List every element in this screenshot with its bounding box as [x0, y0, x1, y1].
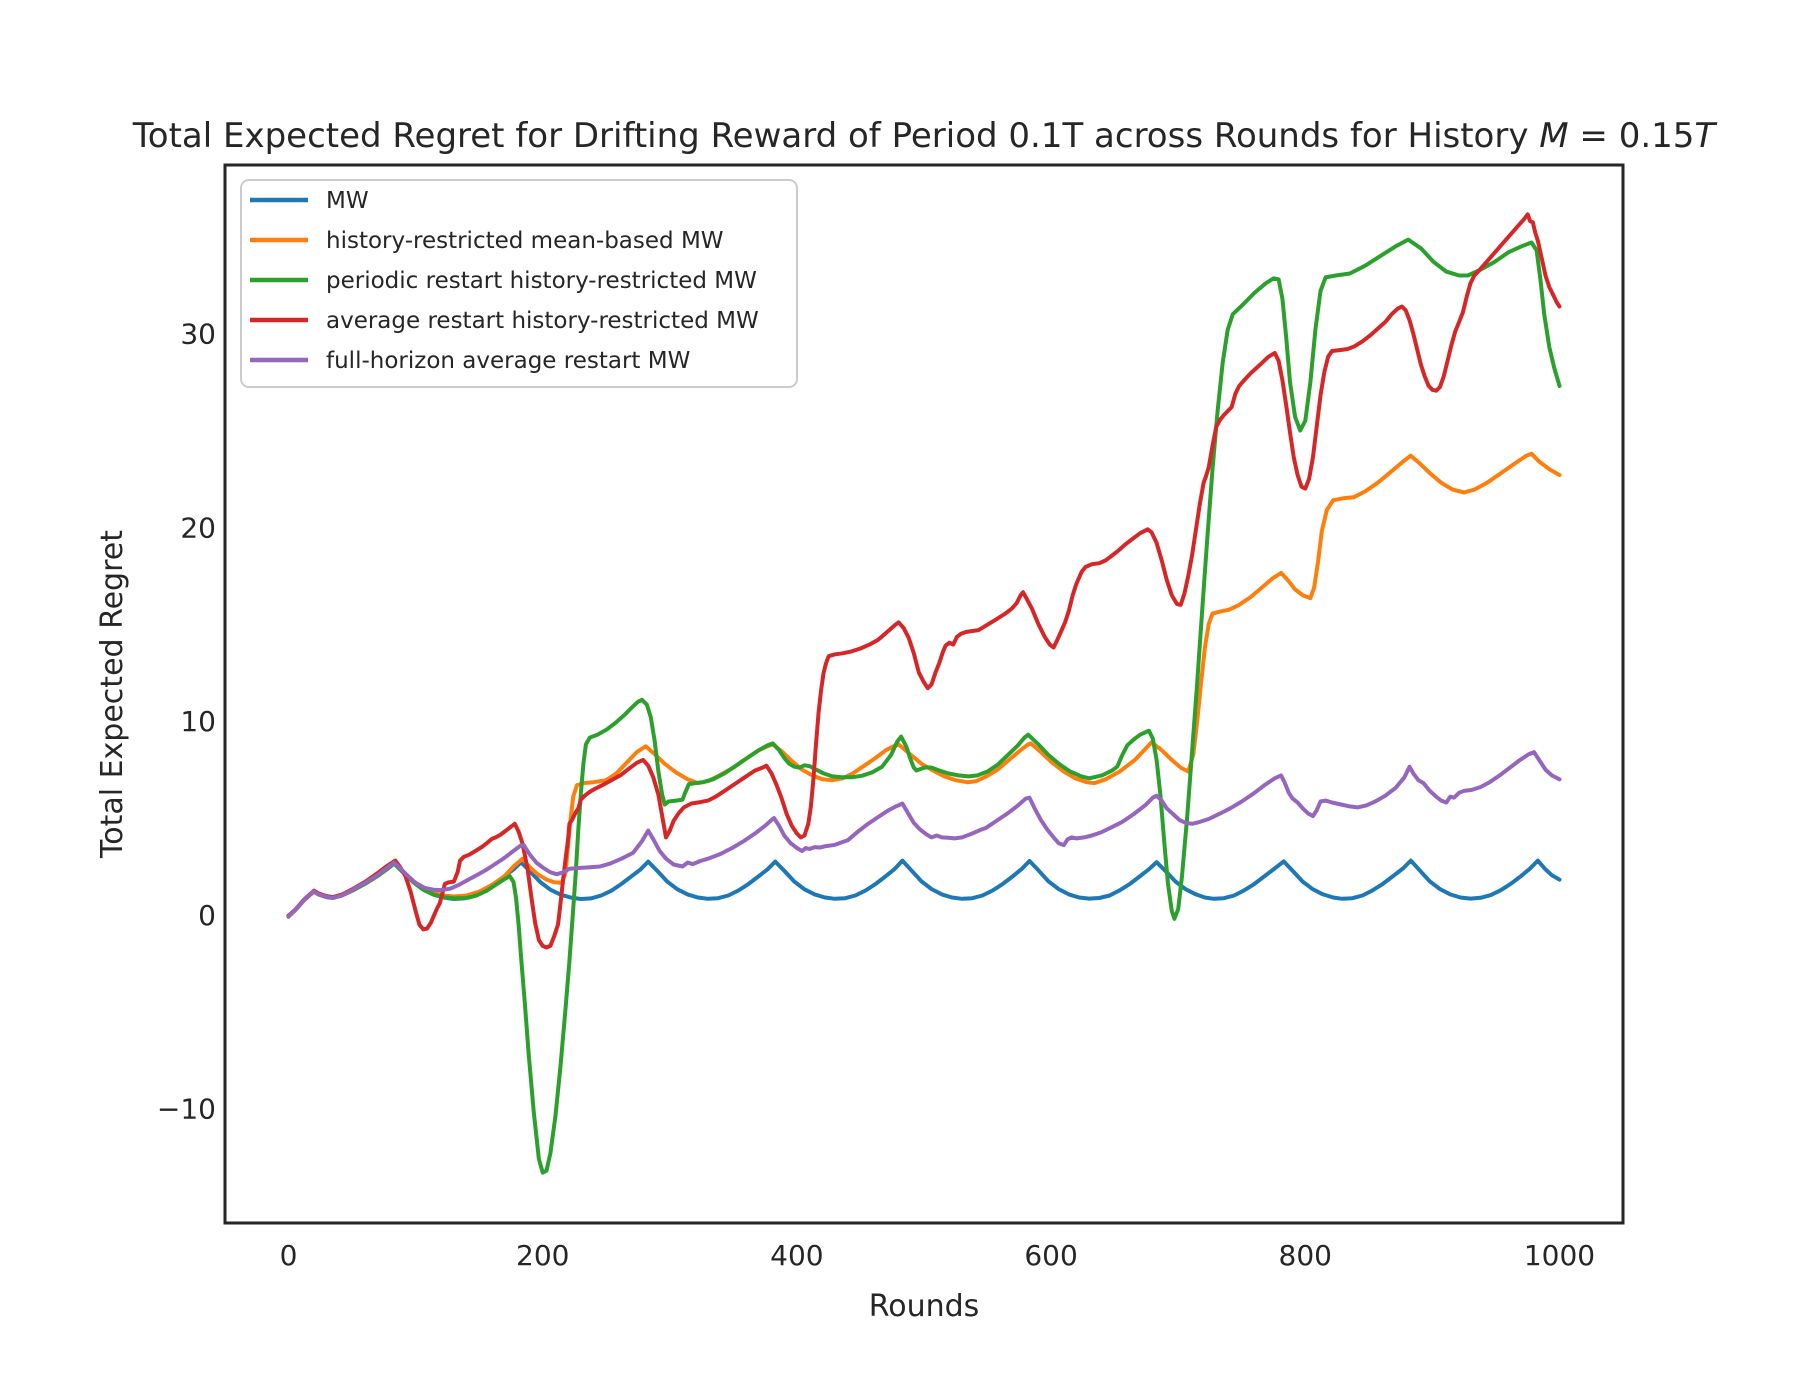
- x-tick-label: 1000: [1524, 1239, 1595, 1272]
- legend-entry-2: periodic restart history-restricted MW: [250, 268, 757, 294]
- series-line-2: [286, 237, 1562, 1175]
- x-tick-label: 200: [516, 1239, 569, 1272]
- legend-box: [240, 179, 798, 388]
- legend-label-3: average restart history-restricted MW: [326, 308, 759, 334]
- series-line-4: [286, 750, 1562, 919]
- x-axis-label: Rounds: [869, 1289, 980, 1324]
- y-tick-label: 10: [180, 705, 216, 738]
- series-line-3: [286, 212, 1562, 950]
- legend-entry-0: MW: [250, 188, 369, 214]
- y-axis-label: Total Expected Regret: [95, 530, 130, 859]
- legend-entry-1: history-restricted mean-based MW: [250, 228, 724, 254]
- y-tick-label: 30: [180, 318, 216, 351]
- series-line-1: [286, 451, 1562, 918]
- legend-label-0: MW: [326, 188, 369, 214]
- chart-title: Total Expected Regret for Drifting Rewar…: [132, 116, 1718, 156]
- y-tick-label: −10: [157, 1093, 216, 1126]
- x-tick-label: 600: [1024, 1239, 1077, 1272]
- legend-entry-3: average restart history-restricted MW: [250, 308, 759, 334]
- legend-label-2: periodic restart history-restricted MW: [326, 268, 757, 294]
- x-tick-label: 0: [280, 1239, 298, 1272]
- y-tick-label: 0: [198, 899, 216, 932]
- legend: MW history-restricted mean-based MW period…: [240, 179, 798, 388]
- y-tick-label: 20: [180, 511, 216, 544]
- legend-label-4: full-horizon average restart MW: [326, 348, 690, 374]
- x-tick-label: 400: [770, 1239, 823, 1272]
- legend-entry-4: full-horizon average restart MW: [250, 348, 690, 374]
- legend-label-1: history-restricted mean-based MW: [326, 228, 724, 254]
- x-tick-label: 800: [1279, 1239, 1332, 1272]
